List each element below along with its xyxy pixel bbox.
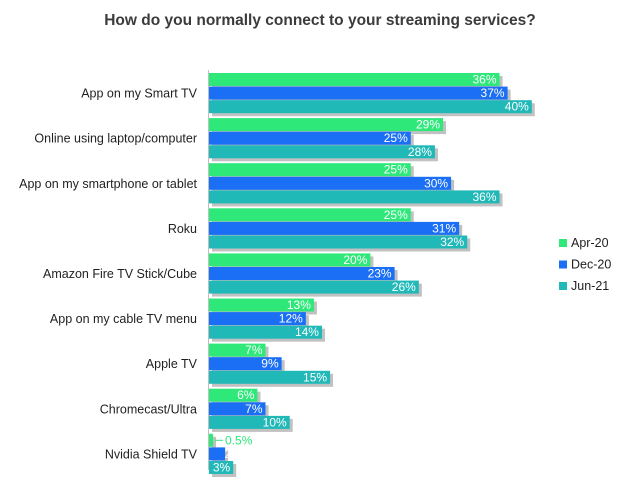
data-label-jun-21-amazon-fire-tv-stick-cube: 26% (392, 280, 416, 294)
data-label-apr-20-apple-tv: 7% (245, 343, 263, 357)
category-label-app-on-my-smart-tv: App on my Smart TV (81, 87, 197, 101)
data-label-dec-20-amazon-fire-tv-stick-cube: 23% (368, 267, 392, 281)
data-label-jun-21-roku: 32% (440, 235, 464, 249)
bar-jun-21-online-using-laptop-computer (209, 145, 435, 159)
bar-jun-21-amazon-fire-tv-stick-cube (209, 280, 419, 294)
data-label-jun-21-online-using-laptop-computer: 28% (408, 145, 432, 159)
bar-apr-20-app-on-my-cable-tv-menu (209, 298, 314, 312)
category-label-roku: Roku (168, 222, 197, 236)
bar-apr-20-apple-tv (209, 343, 266, 357)
category-label-amazon-fire-tv-stick-cube: Amazon Fire TV Stick/Cube (43, 267, 197, 281)
data-label-apr-20-online-using-laptop-computer: 29% (416, 118, 440, 132)
data-label-dec-20-app-on-my-cable-tv-menu: 12% (279, 312, 303, 326)
bar-apr-20-chromecast-ultra (209, 388, 258, 402)
bar-dec-20-app-on-my-smartphone-or-tablet (209, 176, 452, 190)
category-label-app-on-my-smartphone-or-tablet: App on my smartphone or tablet (19, 177, 197, 191)
data-label-jun-21-chromecast-ultra: 10% (263, 415, 287, 429)
data-label-dec-20-roku: 31% (432, 221, 456, 235)
bar-dec-20-amazon-fire-tv-stick-cube (209, 267, 395, 280)
bar-apr-20-app-on-my-smartphone-or-tablet (209, 163, 411, 177)
legend-label-apr-20: Apr-20 (571, 236, 609, 250)
bar-apr-20-online-using-laptop-computer (209, 118, 444, 132)
legend: Apr-20 Dec-20 Jun-21 (559, 236, 611, 293)
bar-dec-20-chromecast-ultra (209, 402, 266, 416)
data-label-jun-21-app-on-my-smart-tv: 40% (505, 100, 529, 114)
bar-dec-20-nvidia-shield-tv (209, 447, 226, 461)
bar-apr-20-nvidia-shield-tv (209, 433, 214, 447)
category-label-nvidia-shield-tv: Nvidia Shield TV (105, 447, 198, 461)
bar-jun-21-roku (209, 235, 468, 249)
legend-label-dec-20: Dec-20 (571, 258, 611, 272)
data-label-apr-20-app-on-my-cable-tv-menu: 13% (287, 298, 311, 312)
bar-dec-20-online-using-laptop-computer (209, 131, 411, 145)
category-label-online-using-laptop-computer: Online using laptop/computer (34, 132, 197, 146)
bar-jun-21-nvidia-shield-tv (209, 461, 234, 474)
data-label-jun-21-app-on-my-smartphone-or-tablet: 36% (472, 190, 496, 204)
data-label-dec-20-nvidia-shield-tv: 2 (224, 447, 231, 461)
data-label-dec-20-chromecast-ultra: 7% (245, 402, 263, 416)
bar-dec-20-app-on-my-cable-tv-menu (209, 312, 306, 326)
bar-jun-21-apple-tv (209, 370, 331, 384)
bar-jun-21-chromecast-ultra (209, 415, 290, 429)
category-labels: App on my Smart TV Online using laptop/co… (19, 87, 198, 462)
data-label-dec-20-apple-tv: 9% (261, 357, 279, 371)
category-label-apple-tv: Apple TV (146, 357, 198, 371)
legend-swatch-apr-20 (559, 239, 567, 247)
data-label-dec-20-app-on-my-smart-tv: 37% (481, 86, 505, 100)
bar-jun-21-app-on-my-smartphone-or-tablet (209, 190, 500, 204)
bars-layer: 36%37%40%29%25%28%25%30%36%25%31%32%20%2… (209, 73, 535, 477)
data-label-apr-20-app-on-my-smartphone-or-tablet: 25% (384, 163, 408, 177)
data-label-dec-20-online-using-laptop-computer: 25% (384, 131, 408, 145)
bar-jun-21-app-on-my-smart-tv (209, 100, 532, 114)
bar-dec-20-app-on-my-smart-tv (209, 86, 508, 100)
bar-apr-20-roku (209, 208, 411, 222)
bar-dec-20-roku (209, 221, 460, 235)
bar-apr-20-app-on-my-smart-tv (209, 73, 500, 86)
category-label-app-on-my-cable-tv-menu: App on my cable TV menu (50, 312, 197, 326)
data-label-apr-20-nvidia-shield-tv: 0.5% (225, 433, 253, 447)
category-label-chromecast-ultra: Chromecast/Ultra (100, 402, 197, 416)
data-label-apr-20-amazon-fire-tv-stick-cube: 20% (343, 253, 367, 267)
data-label-jun-21-nvidia-shield-tv: 3% (213, 461, 231, 475)
data-label-apr-20-chromecast-ultra: 6% (237, 388, 255, 402)
bar-jun-21-app-on-my-cable-tv-menu (209, 325, 322, 339)
bar-dec-20-apple-tv (209, 357, 282, 371)
bar-apr-20-amazon-fire-tv-stick-cube (209, 253, 371, 267)
data-label-dec-20-app-on-my-smartphone-or-tablet: 30% (424, 176, 448, 190)
legend-swatch-dec-20 (559, 260, 567, 269)
bar-shadow (212, 436, 217, 450)
data-label-jun-21-apple-tv: 15% (303, 370, 327, 384)
data-label-apr-20-app-on-my-smart-tv: 36% (472, 73, 496, 87)
data-label-apr-20-roku: 25% (384, 208, 408, 222)
chart-title: How do you normally connect to your stre… (104, 12, 536, 29)
data-label-jun-21-app-on-my-cable-tv-menu: 14% (295, 325, 319, 339)
legend-swatch-jun-21 (559, 282, 567, 290)
legend-label-jun-21: Jun-21 (571, 279, 609, 293)
